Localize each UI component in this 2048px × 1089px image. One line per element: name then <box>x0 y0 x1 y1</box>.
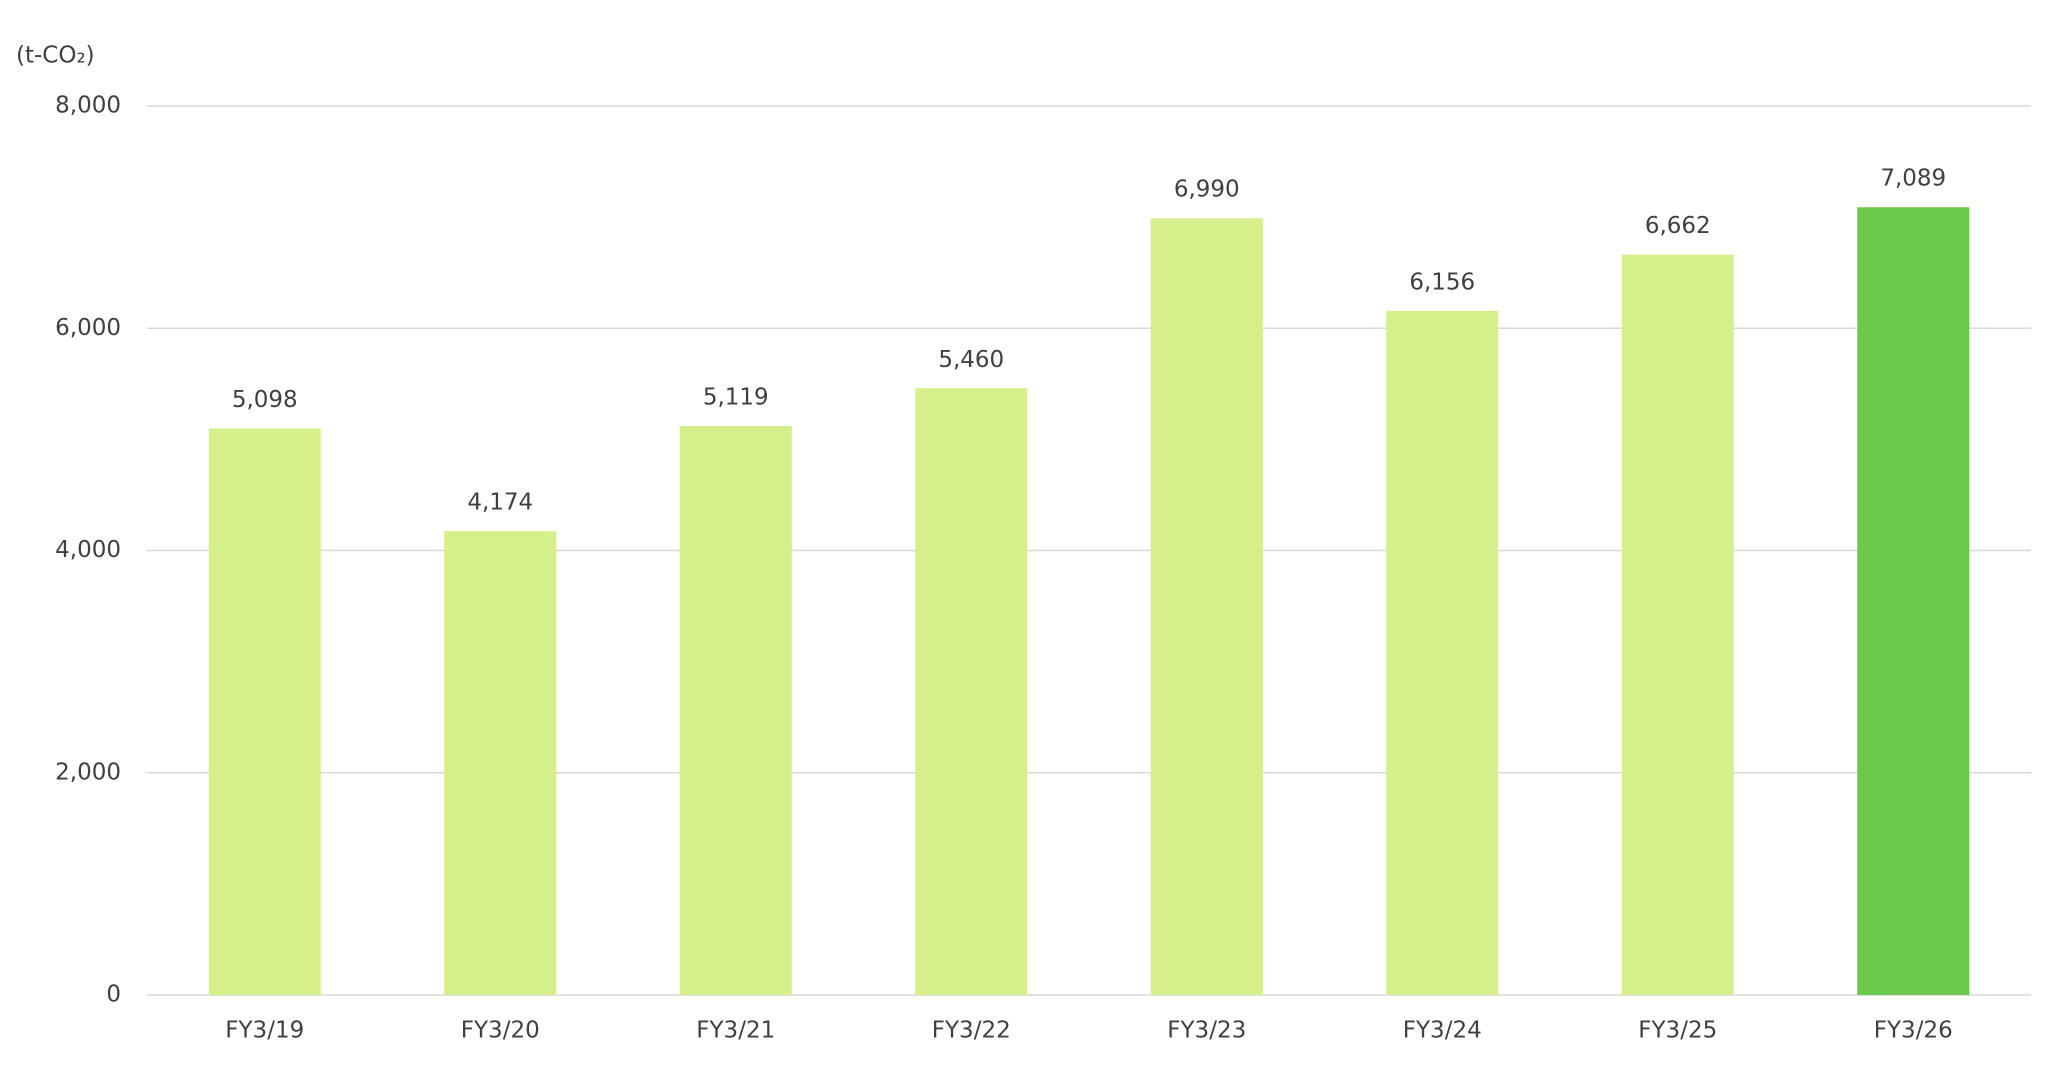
bar <box>679 426 792 995</box>
data-label: 6,156 <box>1409 269 1475 295</box>
data-label: 7,089 <box>1880 166 1946 192</box>
y-tick-label: 2,000 <box>55 759 121 785</box>
x-tick-label: FY3/19 <box>225 1018 304 1044</box>
data-label: 6,662 <box>1645 213 1711 239</box>
y-tick-label: 6,000 <box>55 315 121 341</box>
bar <box>444 531 557 995</box>
bar <box>1857 207 1970 996</box>
x-tick-label: FY3/21 <box>696 1018 775 1044</box>
y-axis-unit: (t-CO₂) <box>16 43 95 69</box>
y-tick-label: 4,000 <box>55 537 121 563</box>
y-tick-label: 0 <box>106 982 121 1008</box>
x-tick-label: FY3/24 <box>1403 1018 1482 1044</box>
bar <box>1621 254 1734 996</box>
x-tick-label: FY3/23 <box>1167 1018 1246 1044</box>
bar <box>1150 218 1263 995</box>
data-label: 5,119 <box>703 385 769 411</box>
x-tick-label: FY3/22 <box>932 1018 1011 1044</box>
data-label: 5,460 <box>938 347 1004 373</box>
bar <box>208 428 321 995</box>
data-label: 4,174 <box>467 490 533 516</box>
data-label: 6,990 <box>1174 177 1240 203</box>
x-tick-label: FY3/25 <box>1638 1018 1717 1044</box>
y-tick-label: 8,000 <box>55 93 121 119</box>
bar <box>1386 310 1499 995</box>
x-tick-label: FY3/26 <box>1874 1018 1953 1044</box>
bar <box>915 388 1028 995</box>
data-label: 5,098 <box>232 387 298 413</box>
x-tick-label: FY3/20 <box>461 1018 540 1044</box>
